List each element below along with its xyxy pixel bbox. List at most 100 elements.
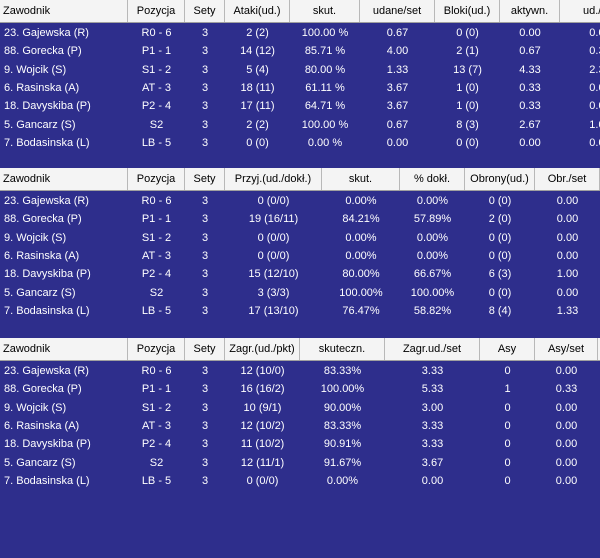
table-cell: 3	[201, 474, 209, 487]
table-cell: 5. Gancarz (S)	[4, 118, 76, 131]
table-cell: 0.00	[556, 195, 579, 207]
table-cell: 0	[504, 365, 511, 377]
table-cell: 100.00 %	[301, 27, 349, 39]
table-cell: R0 - 6	[141, 365, 172, 377]
table-cell: 12 (11/1)	[240, 456, 285, 469]
table-cell: 57.89%	[413, 213, 452, 226]
table-cell: 14 (12)	[240, 45, 275, 58]
table-cell: 1 (0)	[456, 81, 479, 94]
table-cell: 3	[201, 438, 209, 451]
table-cell: 2 (2)	[246, 27, 269, 39]
column-header: Zawodnik	[0, 338, 128, 360]
table-cell: P1 - 1	[141, 383, 172, 396]
table-cell: 0 (0)	[488, 286, 512, 299]
table-cell: 0.33	[555, 383, 578, 396]
column-header: udane/set	[360, 0, 435, 22]
table-cell: 3	[201, 249, 209, 262]
table-cell: AT - 3	[142, 249, 171, 262]
table-cell: 88. Gorecka (P)	[4, 383, 82, 396]
table-cell: LB - 5	[141, 304, 172, 317]
table-cell: 0.67	[386, 118, 409, 131]
table-cell: 6 (3)	[488, 268, 512, 281]
table-cell: 0.00%	[345, 249, 377, 262]
table-cell: 0.00%	[416, 231, 449, 244]
table-cell: 0.00	[556, 213, 579, 226]
table-cell: 3	[201, 27, 209, 39]
table-cell: S1 - 2	[141, 231, 172, 244]
table-cell: 3	[201, 365, 209, 377]
table-cell: 16 (16/2)	[240, 383, 285, 396]
table-cell: 3	[201, 304, 209, 317]
column-header: Zagr.(ud./pkt)	[225, 338, 300, 360]
table-cell: 11 (10/2)	[240, 438, 285, 451]
table-cell: 58.82%	[413, 304, 452, 317]
column-header: Pozycja	[128, 168, 185, 190]
table-cell: P2 - 4	[141, 100, 172, 113]
table-cell: 3	[201, 100, 209, 113]
column-header: Zawodnik	[0, 0, 128, 22]
table-cell: 83.33%	[323, 365, 362, 377]
table-cell: 18. Davyskiba (P)	[4, 100, 91, 113]
table-cell: 0.00	[555, 401, 578, 414]
table-cell: 3	[201, 286, 209, 299]
table-cell: 100.00%	[320, 383, 365, 396]
table-cell: 3	[201, 63, 209, 76]
table-cell: 5 (4)	[246, 63, 269, 76]
column-header: Ataki(ud.)	[225, 0, 290, 22]
table-cell: 18. Davyskiba (P)	[4, 268, 91, 281]
table-cell: 1 (0)	[456, 100, 479, 113]
table-cell: S1 - 2	[141, 401, 172, 414]
table-cell: 0.33	[519, 81, 541, 94]
column-header: Obr./set	[535, 168, 600, 190]
table-cell: 0.00	[589, 81, 600, 94]
table-cell: 3	[201, 268, 209, 281]
table-cell: 23. Gajewska (R)	[4, 365, 89, 377]
table-cell: 0.00	[589, 27, 600, 39]
table-cell: 8 (4)	[488, 304, 512, 317]
table-cell: 7. Bodasinska (L)	[4, 136, 90, 149]
table-cell: 0.00 %	[307, 136, 343, 149]
table-cell: 0.00	[555, 419, 578, 432]
column-header: skut.	[290, 0, 360, 22]
table-cell: 0.33	[589, 45, 600, 58]
table-cell: 0.00	[555, 474, 578, 487]
table-cell: 3.00	[421, 401, 444, 414]
table-cell: P2 - 4	[141, 268, 172, 281]
table-cell: 76.47%	[342, 304, 380, 317]
table-cell: 0 (0)	[488, 195, 512, 207]
table-cell: 0	[504, 438, 511, 451]
table-cell: 0.00	[386, 136, 409, 149]
column-header: skut.	[322, 168, 400, 190]
table-cell: 0.00	[421, 474, 444, 487]
column-header: ud./set	[560, 0, 600, 22]
table-cell: 61.11 %	[305, 81, 345, 94]
table-cell: 10 (9/1)	[243, 401, 282, 414]
column-header: Bloki(ud.)	[435, 0, 500, 22]
table-cell: 8 (3)	[456, 118, 479, 131]
table-cell: 3	[201, 401, 209, 414]
table-cell: 0.00	[555, 365, 578, 377]
table-cell: 84.21%	[342, 213, 380, 226]
table-cell: 88. Gorecka (P)	[4, 213, 82, 226]
table-cell: R0 - 6	[141, 195, 172, 207]
table-cell: 3	[201, 456, 209, 469]
table-cell: 5.33	[421, 383, 444, 396]
table-cell: 6. Rasinska (A)	[4, 81, 80, 94]
table-cell: LB - 5	[141, 474, 172, 487]
table-cell: S2	[149, 286, 164, 299]
table-cell: AT - 3	[142, 419, 171, 432]
column-header: Pozycja	[128, 0, 185, 22]
table-cell: 18 (11)	[240, 81, 275, 94]
table-cell: 0 (0/0)	[257, 249, 290, 262]
table-cell: 90.91%	[323, 438, 362, 451]
table-cell: 85.71 %	[304, 45, 346, 58]
table-cell: 0 (0)	[488, 249, 512, 262]
table-cell: 6. Rasinska (A)	[4, 249, 80, 262]
table-cell: S1 - 2	[141, 63, 172, 76]
table-cell: 18. Davyskiba (P)	[4, 438, 91, 451]
table-cell: AT - 3	[142, 81, 171, 94]
table-cell: 3	[201, 419, 209, 432]
table-cell: 0.00%	[416, 249, 449, 262]
table-cell: P2 - 4	[141, 438, 172, 451]
column-header: Asy/set	[535, 338, 598, 360]
